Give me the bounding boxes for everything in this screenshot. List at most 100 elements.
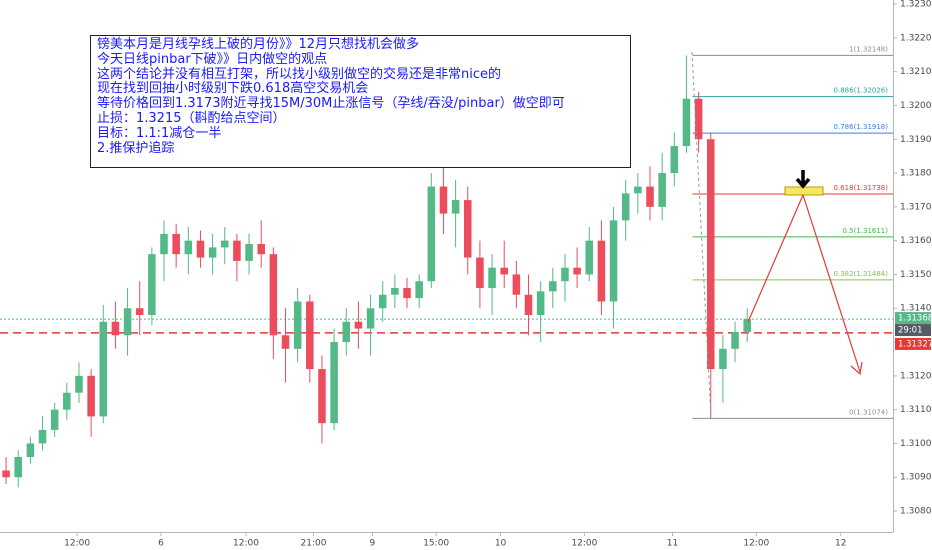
candle-body (38, 429, 47, 444)
fib-label: 0.382(1.31484) (834, 270, 889, 278)
candle-body (634, 186, 642, 194)
y-tick-label: 1.32300 (900, 0, 932, 10)
candle-body (2, 470, 10, 478)
candle-body (573, 267, 581, 275)
candle (233, 233, 241, 282)
candle-body (391, 287, 399, 295)
candle-body (87, 375, 95, 417)
x-tick-label: 12:00 (571, 539, 597, 549)
candle (670, 132, 679, 187)
target-zone (784, 186, 824, 196)
candle-body (306, 301, 314, 370)
candle (536, 281, 545, 343)
candle-body (172, 233, 180, 255)
candle (463, 186, 472, 275)
candle (391, 274, 399, 309)
candle-body (184, 240, 193, 255)
candle (561, 254, 569, 302)
candle (318, 355, 326, 444)
candle (293, 287, 302, 363)
candle (50, 402, 59, 437)
candle-body (245, 244, 253, 261)
candle-body (658, 173, 666, 207)
candle-body (719, 348, 727, 370)
alert-price-label: 1.31327 (898, 339, 932, 349)
candle-body (488, 267, 496, 288)
candle-body (257, 244, 265, 255)
countdown-box (895, 324, 931, 337)
candle-body (14, 456, 22, 478)
candle-body (597, 240, 606, 302)
candle (524, 274, 533, 336)
candle (646, 166, 654, 221)
candle-body (585, 240, 594, 275)
candle-body (50, 409, 59, 430)
y-tick-label: 1.31200 (900, 371, 932, 381)
x-tick-label: 10 (495, 539, 507, 549)
projection-path (747, 194, 863, 376)
candle (2, 456, 10, 485)
candle-body (694, 98, 703, 140)
candle-body (63, 392, 71, 410)
candle (694, 91, 703, 153)
candle-body (536, 291, 545, 316)
y-tick-label: 1.30800 (900, 507, 932, 517)
candle (439, 156, 448, 234)
y-tick-label: 1.31400 (900, 304, 932, 314)
candle-body (415, 281, 423, 299)
fib-label: 0.618(1.31738) (834, 184, 889, 192)
candle-body (221, 240, 229, 248)
candle (682, 55, 691, 153)
candle (196, 230, 205, 268)
candle-body (378, 294, 387, 309)
x-tick-label: 12:00 (233, 539, 259, 549)
candle-body (366, 308, 375, 329)
candle-body (512, 274, 521, 295)
candle-body (463, 200, 472, 258)
candle-body (75, 375, 83, 393)
y-tick-label: 1.32000 (900, 101, 932, 111)
candle (172, 223, 180, 268)
candle-body (148, 254, 156, 316)
candle (306, 294, 314, 383)
x-tick-label: 15:00 (423, 539, 449, 549)
annotation-box: 镑美本月是月线孕线上破的月份》》12月只想找机会做多 今天日线pinbar下破》》… (90, 35, 631, 168)
candle (221, 227, 229, 265)
candle-body (561, 267, 569, 282)
candle (99, 304, 108, 424)
candle (403, 277, 411, 309)
note-line: 这两个结论并没有相互打架，所以找小级别做空的交易还是非常nice的 (97, 66, 501, 82)
candle-body (670, 146, 679, 174)
y-tick-label: 1.31600 (900, 236, 932, 246)
candle (354, 301, 363, 349)
candle (658, 152, 666, 221)
candle-body (281, 335, 290, 349)
candle (634, 173, 642, 214)
candle-body (293, 301, 302, 349)
candle-body (160, 233, 168, 255)
candle-body (135, 308, 144, 316)
candle (26, 436, 35, 464)
candle-body (342, 321, 351, 343)
candle (111, 301, 120, 349)
candle-body (646, 186, 654, 207)
fib-label: 0.886(1.32026) (834, 87, 889, 95)
candle (500, 240, 508, 288)
candle (731, 321, 739, 363)
alert-price-box (895, 337, 931, 350)
candle-body (731, 331, 739, 349)
candle (330, 328, 338, 430)
fib-label: 0.5(1.31611) (842, 227, 888, 235)
candle (427, 173, 436, 288)
candle (281, 308, 290, 383)
candle (378, 281, 387, 322)
note-line: 等待价格回到1.3173附近寻找15M/30M止涨信号（孕线/吞没/pinbar… (97, 96, 565, 112)
candle (743, 308, 751, 343)
entry-arrow (795, 170, 811, 189)
candle (366, 294, 375, 356)
candle (75, 362, 83, 403)
candle (342, 308, 351, 356)
candle (208, 233, 217, 275)
